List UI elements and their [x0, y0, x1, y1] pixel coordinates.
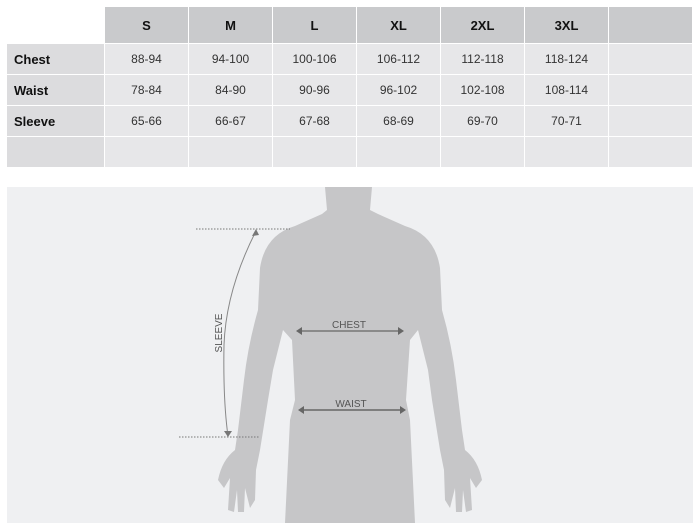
table-cell: 69-70	[441, 106, 524, 136]
table-cell	[609, 137, 692, 167]
table-cell	[441, 137, 524, 167]
table-cell: 78-84	[105, 75, 188, 105]
table-cell	[357, 137, 440, 167]
column-header: 2XL	[441, 7, 524, 43]
table-cell: 68-69	[357, 106, 440, 136]
table-cell	[189, 137, 272, 167]
column-header: M	[189, 7, 272, 43]
table-cell: 94-100	[189, 44, 272, 74]
table-cell: 88-94	[105, 44, 188, 74]
sleeve-label: SLEEVE	[214, 313, 225, 352]
table-cell: 84-90	[189, 75, 272, 105]
table-cell	[525, 137, 608, 167]
body-shape	[218, 187, 482, 523]
table-cell	[273, 137, 356, 167]
column-header: L	[273, 7, 356, 43]
row-label	[7, 137, 104, 167]
table-cell	[609, 106, 692, 136]
table-cell: 118-124	[525, 44, 608, 74]
table-cell: 112-118	[441, 44, 524, 74]
table-cell: 70-71	[525, 106, 608, 136]
chest-label: CHEST	[332, 320, 366, 331]
waist-label: WAIST	[335, 399, 366, 410]
table-cell: 106-112	[357, 44, 440, 74]
table-cell: 90-96	[273, 75, 356, 105]
measurement-diagram: CHEST WAIST SLEEVE	[7, 187, 693, 523]
row-label: Chest	[7, 44, 104, 74]
row-label: Waist	[7, 75, 104, 105]
table-cell	[609, 75, 692, 105]
table-cell: 100-106	[273, 44, 356, 74]
body-silhouette: CHEST WAIST SLEEVE	[179, 187, 482, 523]
column-header	[609, 7, 692, 43]
column-header: 3XL	[525, 7, 608, 43]
column-header: S	[105, 7, 188, 43]
row-label: Sleeve	[7, 106, 104, 136]
column-header: XL	[357, 7, 440, 43]
table-cell	[609, 44, 692, 74]
table-cell: 108-114	[525, 75, 608, 105]
sleeve-arrow	[223, 230, 257, 437]
table-cell: 102-108	[441, 75, 524, 105]
table-cell: 67-68	[273, 106, 356, 136]
table-cell: 65-66	[105, 106, 188, 136]
table-cell: 66-67	[189, 106, 272, 136]
table-cell: 96-102	[357, 75, 440, 105]
table-cell	[105, 137, 188, 167]
